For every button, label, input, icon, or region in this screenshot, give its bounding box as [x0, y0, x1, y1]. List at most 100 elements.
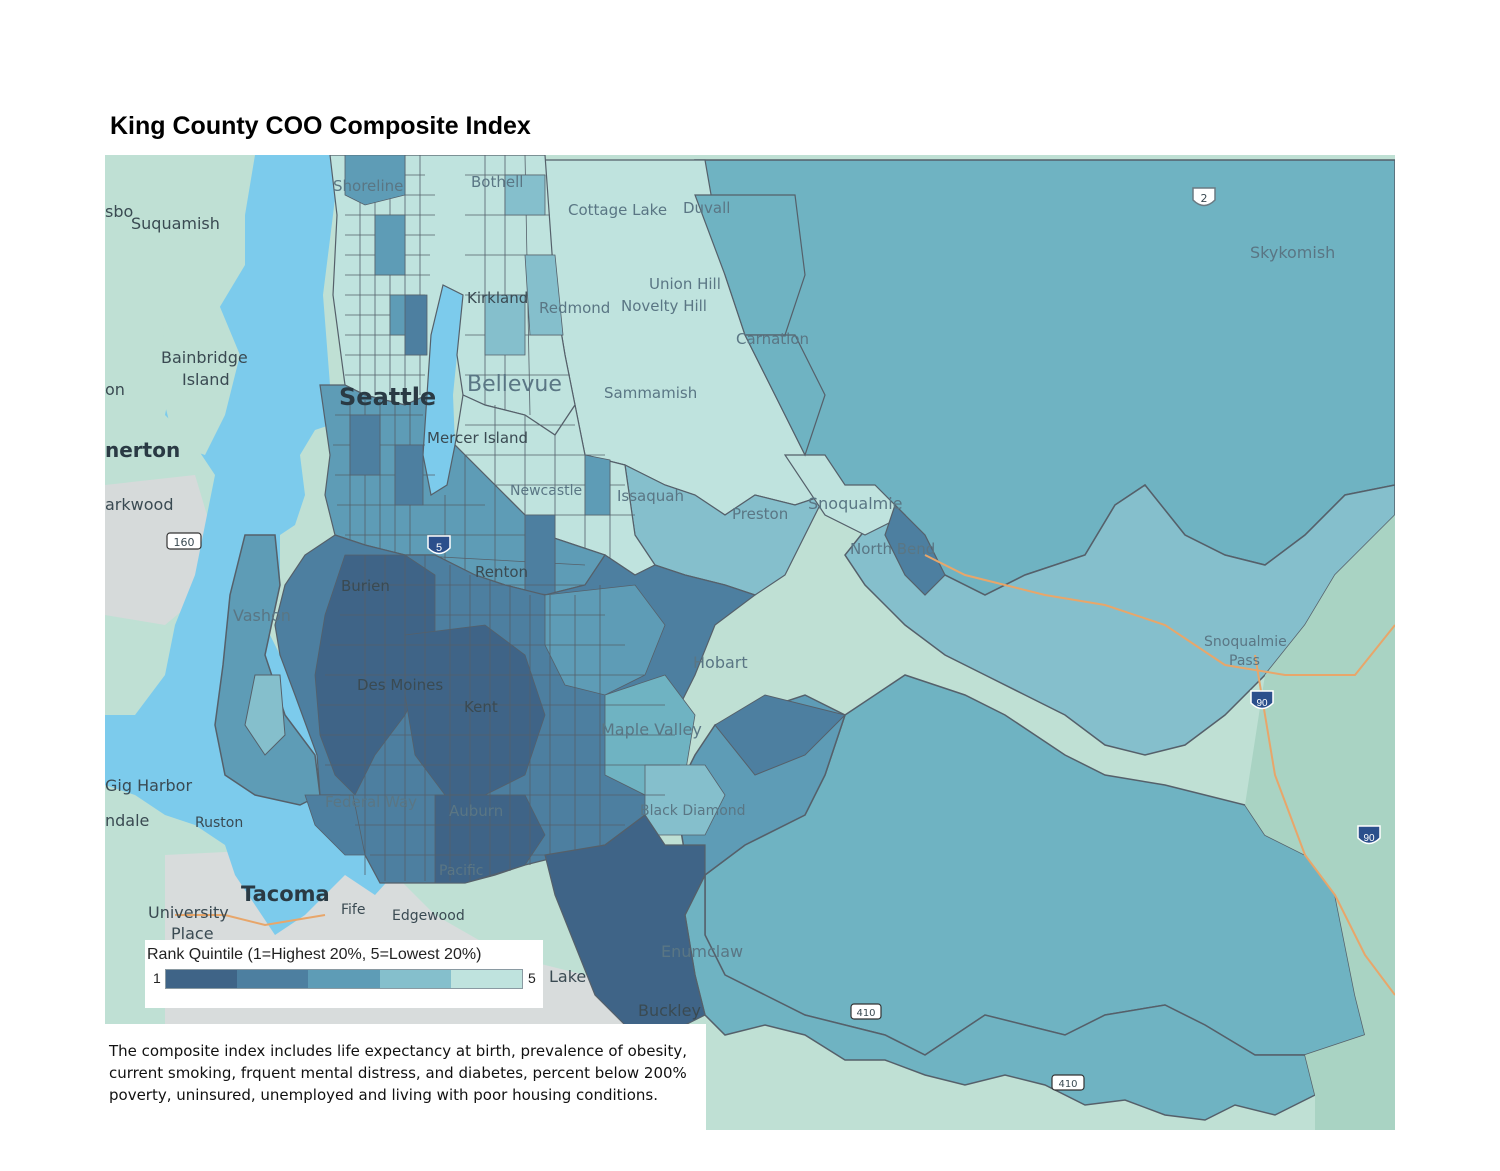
- label-seattle: Seattle: [339, 383, 436, 411]
- south-king-tract-lines: [320, 555, 680, 881]
- label-erton: nerton: [105, 438, 180, 462]
- legend-swatch-4: [379, 970, 451, 988]
- bainbridge-island-land: [160, 295, 240, 455]
- label-hobart: Hobart: [693, 653, 748, 672]
- label-lake: Lake: [549, 967, 586, 986]
- shield-sr160-label: 160: [174, 536, 195, 549]
- label-snoqualmie: Snoqualmie: [808, 494, 903, 513]
- bothell-tract[interactable]: [504, 174, 546, 216]
- legend-swatch-3: [308, 970, 380, 988]
- route-shield-i5: 5: [427, 535, 451, 555]
- shield-sr2-label: 2: [1201, 192, 1208, 205]
- route-shield-sr410b: 410: [1051, 1074, 1085, 1091]
- green-river-dark-tract[interactable]: [714, 694, 846, 776]
- north-seattle-tract-b[interactable]: [374, 214, 406, 276]
- label-skykomish: Skykomish: [1250, 243, 1335, 262]
- label-vashon: Vashon: [233, 606, 291, 625]
- seattle-tract-f[interactable]: [394, 444, 424, 506]
- outside-county-land: [1245, 515, 1395, 1130]
- bellevue-tract-lines: [465, 405, 635, 560]
- label-bainbridge: Bainbridge: [161, 348, 248, 367]
- label-carnation: Carnation: [736, 330, 809, 348]
- note-box: The composite index includes life expect…: [105, 1024, 706, 1130]
- route-shield-sr160: 160: [166, 532, 202, 550]
- north-seattle-tract-d[interactable]: [404, 294, 428, 356]
- label-gig-harbor: Gig Harbor: [105, 776, 192, 795]
- label-fife: Fife: [341, 902, 365, 918]
- shield-sr410b-label: 410: [1058, 1079, 1077, 1090]
- label-auburn: Auburn: [449, 802, 503, 820]
- legend-max-label: 5: [528, 970, 536, 986]
- shield-i90b-label: 90: [1363, 833, 1375, 844]
- route-shield-sr2: 2: [1192, 187, 1216, 207]
- label-preston: Preston: [732, 505, 788, 523]
- label-des-moines: Des Moines: [357, 676, 443, 694]
- label-newcastle: Newcastle: [510, 483, 582, 499]
- carnation-region[interactable]: [744, 334, 826, 457]
- route-shield-i90a: 90: [1250, 690, 1274, 710]
- label-sammamish: Sammamish: [604, 384, 697, 402]
- map-title: King County COO Composite Index: [110, 112, 531, 140]
- legend-swatch-1: [166, 970, 238, 988]
- legend-swatch-5: [450, 970, 523, 988]
- label-duvall: Duvall: [683, 199, 730, 217]
- label-enumclaw: Enumclaw: [661, 942, 743, 961]
- enumclaw-plateau-tract[interactable]: [684, 874, 1316, 1121]
- label-federal-way: Federal Way: [325, 793, 417, 811]
- map-canvas[interactable]: Shoreline Bothell Cottage Lake Duvall sb…: [105, 155, 1395, 1130]
- label-arkwood: arkwood: [105, 495, 173, 514]
- label-cottage-lake: Cottage Lake: [568, 201, 667, 219]
- label-kirkland: Kirkland: [467, 289, 528, 307]
- label-union-hill: Union Hill: [649, 275, 721, 293]
- label-sbo: sbo: [105, 202, 133, 221]
- label-place: Place: [171, 924, 214, 943]
- label-redmond: Redmond: [539, 299, 610, 317]
- label-snoqualmie-pass-1: Snoqualmie: [1204, 634, 1287, 650]
- label-edgewood: Edgewood: [392, 908, 465, 924]
- legend-swatch-2: [237, 970, 309, 988]
- label-bellevue: Bellevue: [467, 372, 562, 397]
- north-bend-tract[interactable]: [884, 503, 946, 596]
- label-university: University: [148, 903, 229, 922]
- label-tacoma: Tacoma: [241, 882, 330, 906]
- label-island: Island: [182, 370, 230, 389]
- label-kent: Kent: [464, 698, 498, 716]
- enumclaw-tract[interactable]: [544, 814, 706, 1036]
- label-burien: Burien: [341, 577, 390, 595]
- label-on: on: [105, 380, 125, 399]
- shield-i90a-label: 90: [1256, 698, 1268, 709]
- shield-sr410a-label: 410: [856, 1008, 875, 1019]
- legend-color-bar: [165, 969, 523, 989]
- label-bothell: Bothell: [471, 173, 523, 191]
- shield-i5-label: 5: [436, 542, 442, 554]
- renton-tract[interactable]: [524, 514, 556, 596]
- shoreline-tract-a[interactable]: [344, 155, 406, 206]
- label-snoqualmie-pass-2: Pass: [1229, 653, 1260, 669]
- highways: [175, 554, 1395, 996]
- snoqualmie-region[interactable]: [783, 454, 907, 536]
- label-black-diamond: Black Diamond: [640, 803, 746, 819]
- vashon-tract[interactable]: [244, 674, 286, 756]
- kirkland-tract[interactable]: [484, 294, 526, 356]
- label-novelty-hill: Novelty Hill: [621, 297, 707, 315]
- route-shield-sr410a: 410: [850, 1003, 882, 1020]
- redmond-tract[interactable]: [524, 254, 564, 336]
- legend: Rank Quintile (1=Highest 20%, 5=Lowest 2…: [145, 940, 543, 1008]
- label-renton: Renton: [475, 563, 528, 581]
- bellevue-tract-g[interactable]: [584, 454, 611, 516]
- legend-min-label: 1: [153, 970, 161, 986]
- label-ndale: ndale: [105, 811, 149, 830]
- label-ruston: Ruston: [195, 815, 243, 831]
- label-issaquah: Issaquah: [617, 487, 684, 505]
- label-maple-valley: Maple Valley: [601, 720, 702, 739]
- route-shield-i90b: 90: [1357, 825, 1381, 845]
- lake-washington: [423, 285, 463, 495]
- label-pacific: Pacific: [439, 863, 484, 879]
- seattle-tract-e[interactable]: [349, 414, 381, 476]
- label-suquamish: Suquamish: [131, 214, 220, 233]
- note-text: The composite index includes life expect…: [109, 1042, 688, 1104]
- map-frame[interactable]: Shoreline Bothell Cottage Lake Duvall sb…: [105, 155, 1395, 1130]
- label-north-bend: North Bend: [850, 540, 935, 558]
- legend-title: Rank Quintile (1=Highest 20%, 5=Lowest 2…: [147, 946, 482, 963]
- label-mercer-island: Mercer Island: [427, 429, 528, 447]
